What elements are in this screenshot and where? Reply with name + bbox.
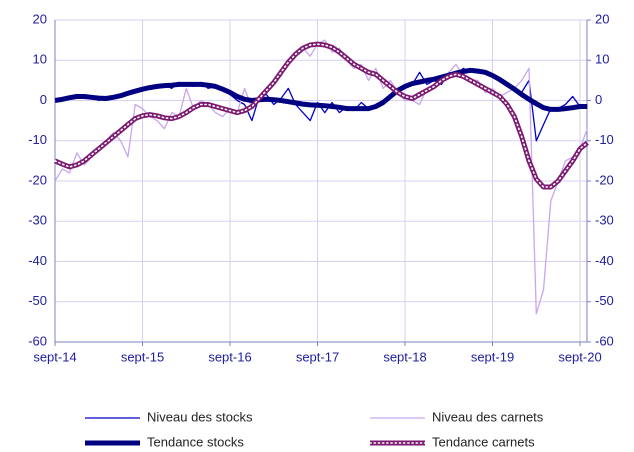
legend-label: Niveau des carnets — [432, 409, 544, 424]
y2-tick-label: -20 — [595, 172, 614, 187]
y2-tick-label: -60 — [595, 333, 614, 348]
series-line-dots — [54, 43, 589, 188]
y-tick-label: -10 — [28, 132, 47, 147]
legend-label: Tendance carnets — [432, 434, 535, 449]
y2-tick-label: 0 — [595, 92, 602, 107]
y-tick-label: -50 — [28, 293, 47, 308]
y2-tick-label: -10 — [595, 132, 614, 147]
y-tick-label: 0 — [40, 92, 47, 107]
x-tick-label: sept-19 — [471, 349, 514, 364]
x-tick-label: sept-15 — [121, 349, 164, 364]
y2-tick-label: 20 — [595, 11, 609, 26]
legend-label: Tendance stocks — [147, 434, 244, 449]
y-tick-label: 20 — [33, 11, 47, 26]
y2-tick-label: -30 — [595, 213, 614, 228]
y-tick-label: -40 — [28, 253, 47, 268]
y2-tick-label: -50 — [595, 293, 614, 308]
x-tick-label: sept-14 — [33, 349, 76, 364]
series-line — [54, 67, 588, 112]
y2-tick-label: 10 — [595, 52, 609, 67]
x-tick-label: sept-18 — [383, 349, 426, 364]
y-tick-label: -30 — [28, 213, 47, 228]
y2-tick-label: -40 — [595, 253, 614, 268]
y-tick-label: -60 — [28, 333, 47, 348]
x-tick-label: sept-20 — [558, 349, 601, 364]
x-tick-label: sept-17 — [296, 349, 339, 364]
x-tick-label: sept-16 — [208, 349, 251, 364]
y-tick-label: 10 — [33, 52, 47, 67]
legend-label: Niveau des stocks — [147, 409, 253, 424]
series-line — [53, 41, 589, 190]
series-line — [54, 39, 588, 315]
y-tick-label: -20 — [28, 172, 47, 187]
